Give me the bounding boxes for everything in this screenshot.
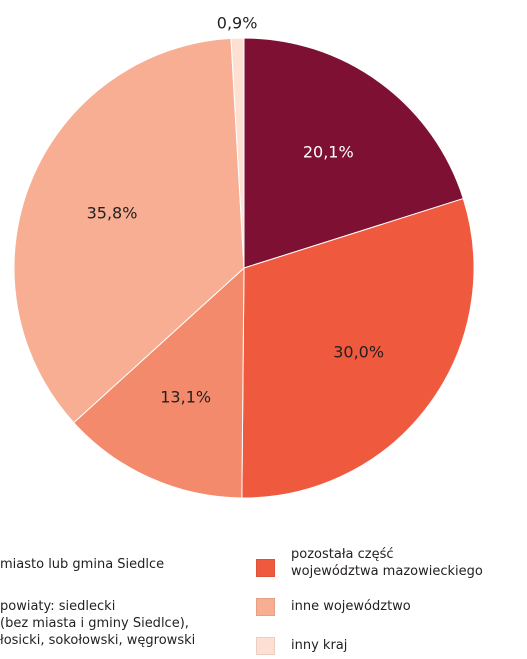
pie-value-label: 30,0%: [333, 342, 384, 361]
pie-slice: [13, 37, 245, 424]
pie-value-labels: 20,1% 30,0% 13,1% 35,8% 0,9%: [87, 14, 384, 407]
pie-chart: 20,1% 30,0% 13,1% 35,8% 0,9%: [13, 14, 475, 499]
legend-swatch-inny-kraj: [256, 637, 275, 655]
pie-slice: [243, 37, 464, 269]
legend-label-inny-kraj: inny kraj: [291, 638, 348, 653]
legend-label-inne-wojewodztwo: inne województwo: [291, 599, 411, 614]
pie-slice: [230, 37, 245, 269]
pie-value-label: 35,8%: [87, 203, 138, 222]
legend-label-pozostala: pozostała część województwa mazowieckieg…: [291, 547, 483, 579]
pie-slice: [73, 266, 245, 499]
pie-value-label: 13,1%: [160, 388, 211, 407]
pie-value-label: 20,1%: [303, 142, 354, 161]
legend-swatch-inne-wojewodztwo: [256, 598, 275, 616]
legend-swatch-pozostala: [256, 559, 275, 577]
pie-value-label: 0,9%: [217, 14, 258, 33]
legend-label-powiaty: powiaty: siedlecki (bez miasta i gminy S…: [0, 599, 196, 648]
pie-slices: [13, 37, 475, 499]
legend-label-miasto: miasto lub gmina Siedlce: [0, 557, 165, 572]
pie-slice: [241, 197, 475, 499]
